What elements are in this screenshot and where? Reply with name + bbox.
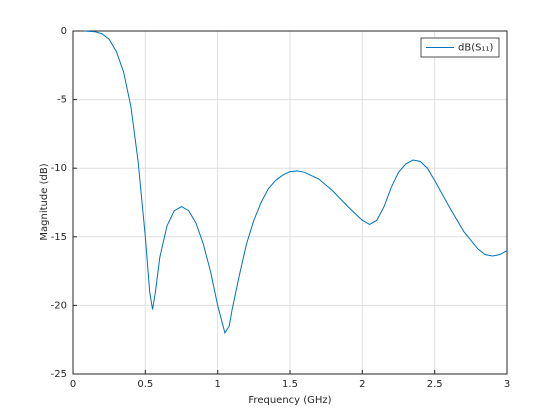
plot-frame [72,30,508,375]
y-tick-label: -5 [57,95,67,106]
data-line [84,30,508,335]
y-tick-label: -15 [51,232,67,243]
x-tick-label: 0 [70,379,76,390]
x-tick-label: 1 [214,379,220,390]
legend-label: dB(S₁₁) [458,43,493,54]
y-axis-label: Magnitude (dB) [39,163,50,240]
legend-box [420,37,500,58]
x-tick-label: 2 [359,379,365,390]
x-axis-label: Frequency (GHz) [248,395,331,406]
y-tick-label: 0 [61,26,67,37]
x-tick-label: 2.5 [427,379,443,390]
x-tick-label: 3 [504,379,510,390]
x-tick-label: 0.5 [137,379,153,390]
y-tick-label: -20 [51,300,67,311]
y-tick-label: -25 [51,369,67,380]
x-tick-label: 1.5 [282,379,298,390]
y-tick-label: -10 [51,163,67,174]
